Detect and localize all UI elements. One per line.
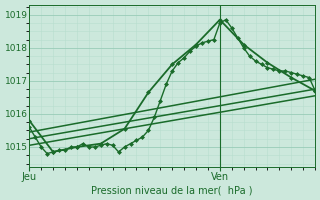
X-axis label: Pression niveau de la mer(  hPa ): Pression niveau de la mer( hPa ) [92,185,253,195]
